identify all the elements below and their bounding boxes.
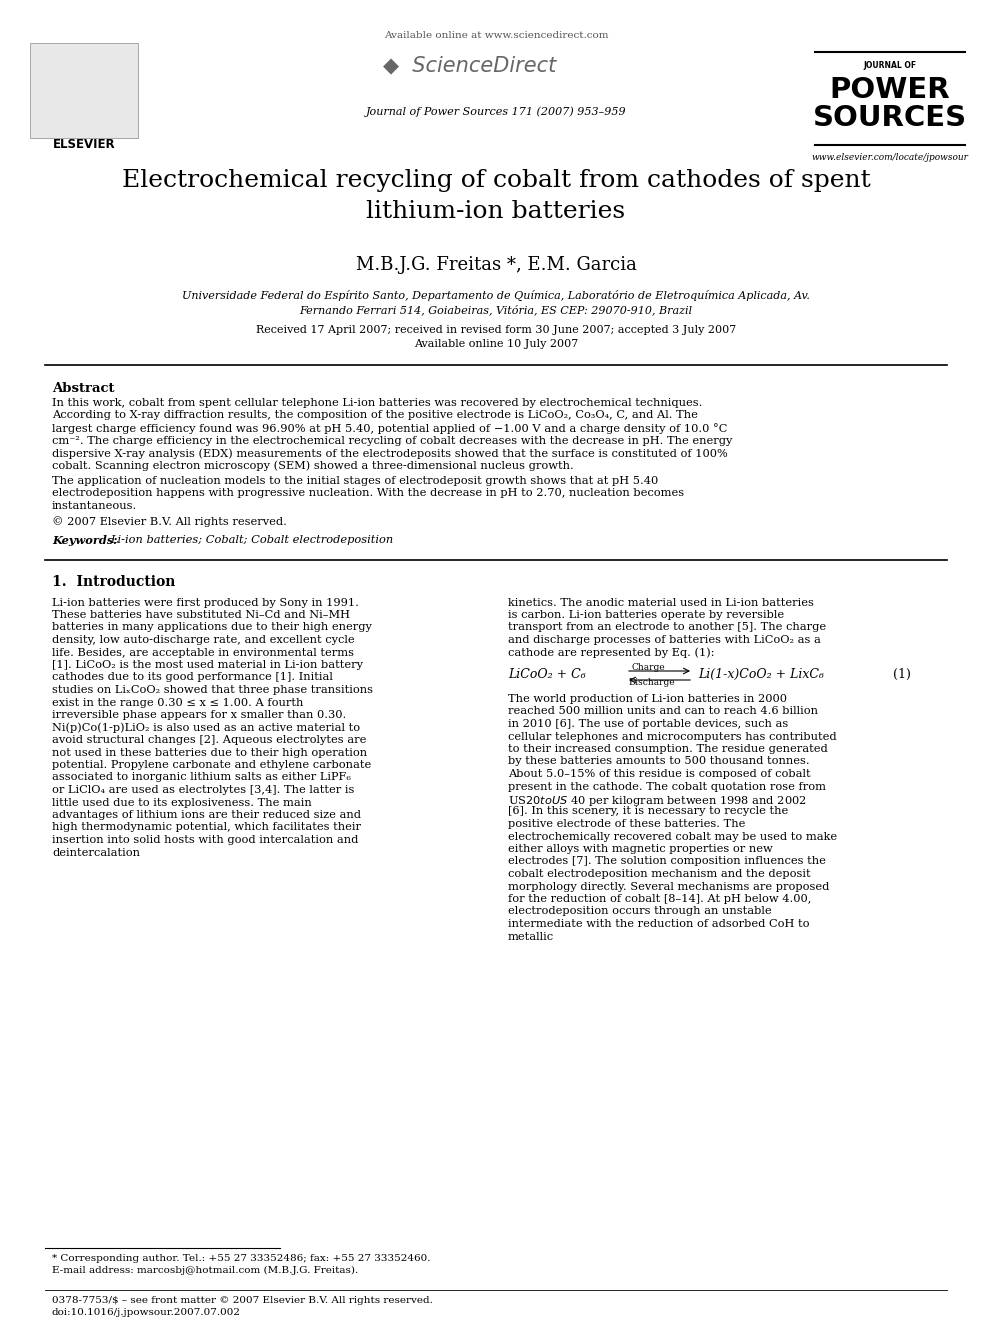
Text: avoid structural changes [2]. Aqueous electrolytes are: avoid structural changes [2]. Aqueous el… [52, 736, 366, 745]
Text: in 2010 [6]. The use of portable devices, such as: in 2010 [6]. The use of portable devices… [508, 718, 789, 729]
Text: metallic: metallic [508, 931, 555, 942]
Text: Available online at www.sciencedirect.com: Available online at www.sciencedirect.co… [384, 30, 608, 40]
Text: electrochemically recovered cobalt may be used to make: electrochemically recovered cobalt may b… [508, 831, 837, 841]
Text: present in the cathode. The cobalt quotation rose from: present in the cathode. The cobalt quota… [508, 782, 826, 791]
Text: [6]. In this scenery, it is necessary to recycle the: [6]. In this scenery, it is necessary to… [508, 807, 789, 816]
Text: studies on LiₓCoO₂ showed that three phase transitions: studies on LiₓCoO₂ showed that three pha… [52, 685, 373, 695]
Text: electrodes [7]. The solution composition influences the: electrodes [7]. The solution composition… [508, 856, 826, 867]
Text: * Corresponding author. Tel.: +55 27 33352486; fax: +55 27 33352460.: * Corresponding author. Tel.: +55 27 333… [52, 1254, 431, 1263]
Text: Fernando Ferrari 514, Goiabeiras, Vitória, ES CEP: 29070-910, Brazil: Fernando Ferrari 514, Goiabeiras, Vitóri… [300, 304, 692, 315]
Text: high thermodynamic potential, which facilitates their: high thermodynamic potential, which faci… [52, 823, 361, 832]
Text: In this work, cobalt from spent cellular telephone Li-ion batteries was recovere: In this work, cobalt from spent cellular… [52, 398, 702, 407]
Text: insertion into solid hosts with good intercalation and: insertion into solid hosts with good int… [52, 835, 358, 845]
Text: US$ 20 to US$ 40 per kilogram between 1998 and 2002: US$ 20 to US$ 40 per kilogram between 19… [508, 794, 806, 808]
Text: Available online 10 July 2007: Available online 10 July 2007 [414, 339, 578, 349]
Text: cobalt electrodeposition mechanism and the deposit: cobalt electrodeposition mechanism and t… [508, 869, 810, 878]
Text: not used in these batteries due to their high operation: not used in these batteries due to their… [52, 747, 367, 758]
Text: for the reduction of cobalt [8–14]. At pH below 4.00,: for the reduction of cobalt [8–14]. At p… [508, 894, 811, 904]
Text: Electrochemical recycling of cobalt from cathodes of spent
lithium-ion batteries: Electrochemical recycling of cobalt from… [122, 169, 870, 222]
Text: Abstract: Abstract [52, 382, 114, 396]
Text: Li-ion batteries were first produced by Sony in 1991.: Li-ion batteries were first produced by … [52, 598, 359, 607]
Text: or LiClO₄ are used as electrolytes [3,4]. The latter is: or LiClO₄ are used as electrolytes [3,4]… [52, 785, 354, 795]
Text: by these batteries amounts to 500 thousand tonnes.: by these batteries amounts to 500 thousa… [508, 757, 809, 766]
Text: The world production of Li-ion batteries in 2000: The world production of Li-ion batteries… [508, 695, 787, 704]
Text: 1.  Introduction: 1. Introduction [52, 576, 176, 590]
Text: positive electrode of these batteries. The: positive electrode of these batteries. T… [508, 819, 745, 830]
Text: © 2007 Elsevier B.V. All rights reserved.: © 2007 Elsevier B.V. All rights reserved… [52, 516, 287, 528]
Text: Li(1-x)CoO₂ + LixC₆: Li(1-x)CoO₂ + LixC₆ [698, 668, 824, 681]
Text: Received 17 April 2007; received in revised form 30 June 2007; accepted 3 July 2: Received 17 April 2007; received in revi… [256, 325, 736, 335]
Text: SOURCES: SOURCES [812, 105, 967, 132]
Text: www.elsevier.com/locate/jpowsour: www.elsevier.com/locate/jpowsour [811, 153, 968, 163]
Text: Charge: Charge [631, 663, 665, 672]
Text: These batteries have substituted Ni–Cd and Ni–MH: These batteries have substituted Ni–Cd a… [52, 610, 350, 620]
Text: batteries in many applications due to their high energy: batteries in many applications due to th… [52, 623, 372, 632]
Bar [30, 44, 138, 138]
Text: Ni(p)Co(1-p)LiO₂ is also used as an active material to: Ni(p)Co(1-p)LiO₂ is also used as an acti… [52, 722, 360, 733]
Text: potential. Propylene carbonate and ethylene carbonate: potential. Propylene carbonate and ethyl… [52, 759, 371, 770]
Text: ELSEVIER: ELSEVIER [53, 139, 115, 152]
Text: either alloys with magnetic properties or new: either alloys with magnetic properties o… [508, 844, 773, 855]
Text: life. Besides, are acceptable in environmental terms: life. Besides, are acceptable in environ… [52, 647, 354, 658]
Text: cm⁻². The charge efficiency in the electrochemical recycling of cobalt decreases: cm⁻². The charge efficiency in the elect… [52, 435, 732, 446]
Text: transport from an electrode to another [5]. The charge: transport from an electrode to another [… [508, 623, 826, 632]
Text: Journal of Power Sources 171 (2007) 953–959: Journal of Power Sources 171 (2007) 953–… [366, 107, 626, 118]
Text: advantages of lithium ions are their reduced size and: advantages of lithium ions are their red… [52, 810, 361, 820]
Text: M.B.J.G. Freitas *, E.M. Garcia: M.B.J.G. Freitas *, E.M. Garcia [355, 255, 637, 274]
Text: associated to inorganic lithium salts as either LiPF₆: associated to inorganic lithium salts as… [52, 773, 351, 782]
Text: doi:10.1016/j.jpowsour.2007.07.002: doi:10.1016/j.jpowsour.2007.07.002 [52, 1308, 241, 1316]
Text: electrodeposition occurs through an unstable: electrodeposition occurs through an unst… [508, 906, 772, 917]
Text: little used due to its explosiveness. The main: little used due to its explosiveness. Th… [52, 798, 311, 807]
Text: The application of nucleation models to the initial stages of electrodeposit gro: The application of nucleation models to … [52, 476, 659, 486]
Text: Li-ion batteries; Cobalt; Cobalt electrodeposition: Li-ion batteries; Cobalt; Cobalt electro… [110, 534, 393, 545]
Text: is carbon. Li-ion batteries operate by reversible: is carbon. Li-ion batteries operate by r… [508, 610, 784, 620]
Text: 0378-7753/$ – see front matter © 2007 Elsevier B.V. All rights reserved.: 0378-7753/$ – see front matter © 2007 El… [52, 1297, 433, 1304]
Text: and discharge processes of batteries with LiCoO₂ as a: and discharge processes of batteries wit… [508, 635, 820, 646]
Text: POWER: POWER [829, 75, 950, 105]
Text: [1]. LiCoO₂ is the most used material in Li-ion battery: [1]. LiCoO₂ is the most used material in… [52, 660, 363, 669]
Text: electrodeposition happens with progressive nucleation. With the decrease in pH t: electrodeposition happens with progressi… [52, 488, 684, 499]
Text: cobalt. Scanning electron microscopy (SEM) showed a three-dimensional nucleus gr: cobalt. Scanning electron microscopy (SE… [52, 460, 573, 471]
Text: (1): (1) [893, 668, 911, 681]
Text: Universidade Federal do Espírito Santo, Departamento de Química, Laboratório de : Universidade Federal do Espírito Santo, … [183, 290, 809, 300]
Text: According to X-ray diffraction results, the composition of the positive electrod: According to X-ray diffraction results, … [52, 410, 698, 421]
Text: Keywords:: Keywords: [52, 534, 117, 546]
Text: irreversible phase appears for x smaller than 0.30.: irreversible phase appears for x smaller… [52, 710, 346, 720]
Text: instantaneous.: instantaneous. [52, 501, 137, 511]
Text: kinetics. The anodic material used in Li-ion batteries: kinetics. The anodic material used in Li… [508, 598, 813, 607]
Text: LiCoO₂ + C₆: LiCoO₂ + C₆ [508, 668, 585, 681]
Text: About 5.0–15% of this residue is composed of cobalt: About 5.0–15% of this residue is compose… [508, 769, 810, 779]
Text: density, low auto-discharge rate, and excellent cycle: density, low auto-discharge rate, and ex… [52, 635, 354, 646]
Text: cellular telephones and microcomputers has contributed: cellular telephones and microcomputers h… [508, 732, 836, 741]
Text: ◆  ScienceDirect: ◆ ScienceDirect [383, 56, 557, 75]
Text: Discharge: Discharge [628, 677, 675, 687]
Text: JOURNAL OF: JOURNAL OF [863, 61, 917, 70]
Text: cathode are represented by Eq. (1):: cathode are represented by Eq. (1): [508, 647, 714, 658]
Text: morphology directly. Several mechanisms are proposed: morphology directly. Several mechanisms … [508, 881, 829, 892]
Text: deintercalation: deintercalation [52, 848, 140, 857]
Text: largest charge efficiency found was 96.90% at pH 5.40, potential applied of −1.0: largest charge efficiency found was 96.9… [52, 423, 727, 434]
Text: intermediate with the reduction of adsorbed CoH to: intermediate with the reduction of adsor… [508, 919, 809, 929]
Text: reached 500 million units and can to reach 4.6 billion: reached 500 million units and can to rea… [508, 706, 818, 717]
Text: cathodes due to its good performance [1]. Initial: cathodes due to its good performance [1]… [52, 672, 333, 683]
Text: to their increased consumption. The residue generated: to their increased consumption. The resi… [508, 744, 827, 754]
Text: E-mail address: marcosbj@hotmail.com (M.B.J.G. Freitas).: E-mail address: marcosbj@hotmail.com (M.… [52, 1266, 358, 1275]
Text: exist in the range 0.30 ≤ x ≤ 1.00. A fourth: exist in the range 0.30 ≤ x ≤ 1.00. A fo… [52, 697, 304, 708]
Text: dispersive X-ray analysis (EDX) measurements of the electrodeposits showed that : dispersive X-ray analysis (EDX) measurem… [52, 448, 728, 459]
